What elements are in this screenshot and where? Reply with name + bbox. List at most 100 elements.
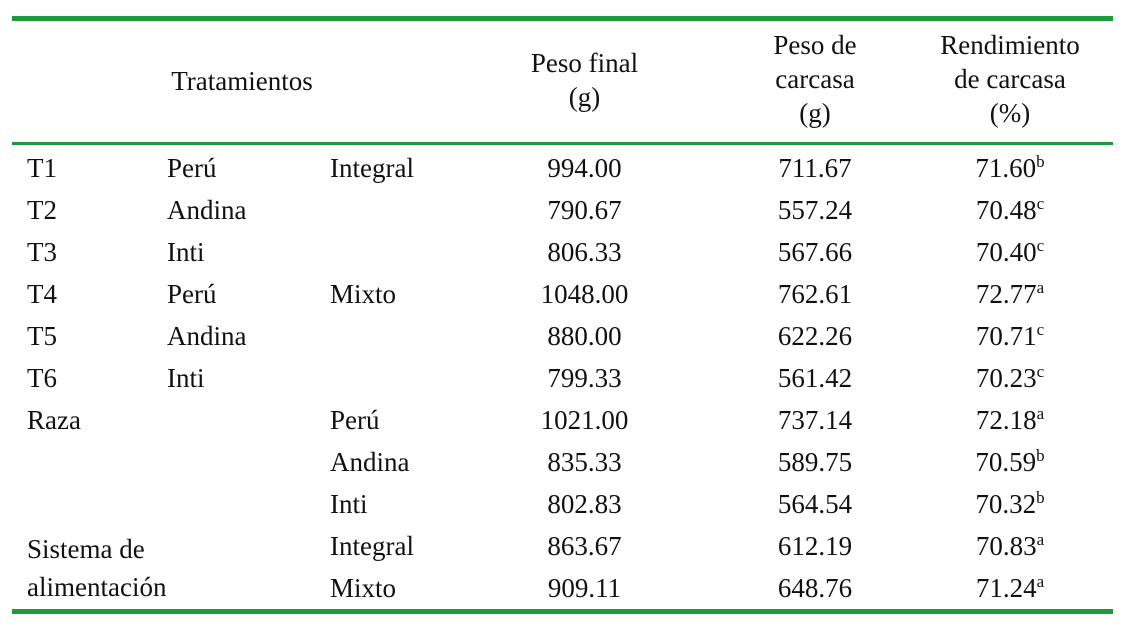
cell-rendimiento: 70.32b [920, 483, 1100, 525]
significance-letter: b [1036, 446, 1045, 465]
cell-rendimiento: 70.48c [920, 189, 1100, 231]
header-rendimiento-line1: Rendimiento [940, 30, 1080, 60]
significance-letter: a [1036, 278, 1045, 297]
rendimiento-value: 72.18 [975, 405, 1037, 435]
cell-peso-carcasa: 561.42 [777, 363, 853, 393]
table-row: T6 Inti 799.33 561.42 70.23c [12, 357, 1113, 399]
cell-col2: Inti [167, 363, 205, 393]
header-tratamientos: Tratamientos [171, 66, 313, 96]
cell-rendimiento: 71.24a [920, 567, 1100, 609]
header-peso-final: Peso final (g) [482, 46, 687, 114]
rendimiento-value: 70.23 [975, 363, 1037, 393]
table-row: T1 Perú Integral 994.00 711.67 71.60b [12, 147, 1113, 189]
cell-peso-final: 909.11 [547, 573, 622, 603]
cell-peso-final: 835.33 [547, 447, 622, 477]
cell-peso-final: 802.83 [547, 489, 622, 519]
cell-peso-final: 1021.00 [540, 405, 629, 435]
header-rendimiento-line3: (%) [989, 98, 1031, 128]
cell-col2: Perú [167, 279, 217, 309]
cell-peso-carcasa: 737.14 [777, 405, 853, 435]
significance-letter: c [1036, 320, 1045, 339]
header-peso-carcasa-line2: carcasa [775, 64, 855, 94]
table-row: Andina 835.33 589.75 70.59b [12, 441, 1113, 483]
cell-peso-final: 806.33 [547, 237, 622, 267]
cell-peso-final: 799.33 [547, 363, 622, 393]
cell-col3: Inti [330, 489, 368, 519]
cell-col2: Perú [167, 153, 217, 183]
cell-peso-carcasa: 612.19 [777, 531, 853, 561]
cell-peso-final: 863.67 [547, 531, 622, 561]
sistema-alimentacion-label: Sistema de alimentación [27, 530, 166, 606]
cell-col2: Inti [167, 237, 205, 267]
significance-letter: b [1036, 152, 1045, 171]
sistema-label-line1: Sistema de [27, 534, 145, 564]
rendimiento-value: 72.77 [975, 279, 1037, 309]
cell-peso-final: 1048.00 [540, 279, 629, 309]
header-peso-final-line1: Peso final [530, 48, 639, 78]
table-row: Raza Perú 1021.00 737.14 72.18a [12, 399, 1113, 441]
header-peso-carcasa: Peso de carcasa (g) [720, 28, 910, 130]
header-peso-carcasa-line3: (g) [799, 98, 831, 128]
cell-rendimiento: 72.18a [920, 399, 1100, 441]
cell-col3: Perú [330, 405, 380, 435]
table-row: T2 Andina 790.67 557.24 70.48c [12, 189, 1113, 231]
cell-rendimiento: 71.60b [920, 147, 1100, 189]
cell-peso-final: 994.00 [547, 153, 622, 183]
rendimiento-value: 70.83 [975, 531, 1037, 561]
cell-peso-carcasa: 567.66 [777, 237, 853, 267]
rendimiento-value: 70.71 [975, 321, 1037, 351]
table-row: Integral 863.67 612.19 70.83a [12, 525, 1113, 567]
header-rendimiento-line2: de carcasa [954, 64, 1066, 94]
cell-col2: Andina [167, 321, 247, 351]
significance-letter: b [1036, 488, 1045, 507]
results-table: Tratamientos Peso final (g) Peso de carc… [12, 16, 1113, 614]
cell-col1: Raza [27, 405, 81, 435]
header-peso-final-line2: (g) [568, 82, 601, 112]
cell-peso-carcasa: 557.24 [777, 195, 853, 225]
cell-peso-carcasa: 564.54 [777, 489, 853, 519]
cell-col1: T3 [27, 237, 57, 267]
cell-peso-final: 790.67 [547, 195, 622, 225]
cell-col3: Integral [330, 153, 414, 183]
rendimiento-value: 70.59 [975, 447, 1037, 477]
cell-peso-carcasa: 589.75 [777, 447, 853, 477]
cell-rendimiento: 70.59b [920, 441, 1100, 483]
cell-rendimiento: 70.40c [920, 231, 1100, 273]
significance-letter: a [1036, 572, 1045, 591]
cell-col1: T5 [27, 321, 57, 351]
bottom-rule [12, 609, 1113, 614]
significance-letter: a [1036, 404, 1045, 423]
sistema-label-line2: alimentación [27, 572, 167, 602]
significance-letter: a [1036, 530, 1045, 549]
cell-peso-carcasa: 711.67 [778, 153, 852, 183]
cell-rendimiento: 70.23c [920, 357, 1100, 399]
cell-peso-final: 880.00 [547, 321, 622, 351]
cell-col3: Mixto [330, 573, 397, 603]
header-peso-carcasa-line1: Peso de [773, 30, 857, 60]
cell-col3: Andina [330, 447, 410, 477]
top-rule [12, 16, 1113, 21]
table-row: Mixto 909.11 648.76 71.24a [12, 567, 1113, 609]
significance-letter: c [1036, 362, 1045, 381]
cell-col3: Mixto [330, 279, 397, 309]
table-row: T3 Inti 806.33 567.66 70.40c [12, 231, 1113, 273]
cell-peso-carcasa: 648.76 [777, 573, 853, 603]
rendimiento-value: 70.40 [975, 237, 1037, 267]
cell-peso-carcasa: 762.61 [777, 279, 853, 309]
rendimiento-value: 70.32 [975, 489, 1037, 519]
table-row: T4 Perú Mixto 1048.00 762.61 72.77a [12, 273, 1113, 315]
header-rendimiento: Rendimiento de carcasa (%) [920, 28, 1100, 130]
cell-col2: Andina [167, 195, 247, 225]
rendimiento-value: 71.24 [975, 573, 1037, 603]
cell-rendimiento: 70.71c [920, 315, 1100, 357]
cell-col1: T6 [27, 363, 57, 393]
rendimiento-value: 70.48 [975, 195, 1037, 225]
cell-rendimiento: 72.77a [920, 273, 1100, 315]
table-row: Inti 802.83 564.54 70.32b [12, 483, 1113, 525]
cell-rendimiento: 70.83a [920, 525, 1100, 567]
table-row: T5 Andina 880.00 622.26 70.71c [12, 315, 1113, 357]
cell-peso-carcasa: 622.26 [777, 321, 853, 351]
cell-col1: T2 [27, 195, 57, 225]
rendimiento-value: 71.60 [975, 153, 1037, 183]
significance-letter: c [1036, 236, 1045, 255]
